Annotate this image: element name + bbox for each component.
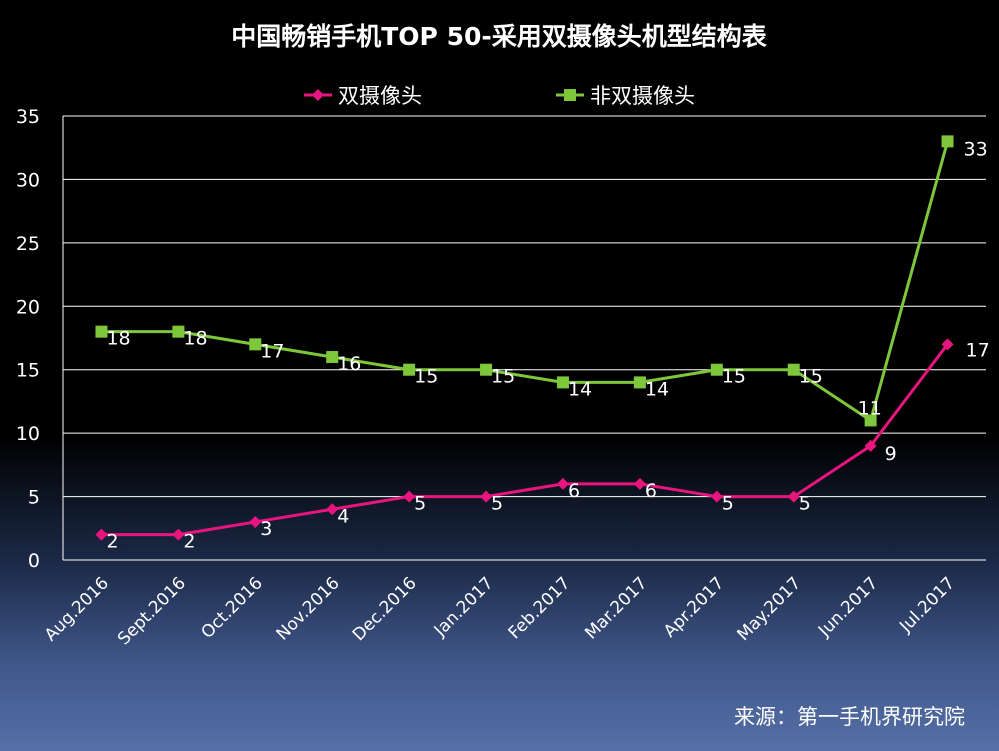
source-note: 来源：第一手机界研究院 bbox=[734, 705, 965, 729]
data-point bbox=[710, 490, 723, 503]
data-label: 15 bbox=[722, 366, 746, 388]
y-tick-label: 15 bbox=[16, 360, 40, 382]
data-label: 14 bbox=[645, 378, 669, 400]
data-point bbox=[480, 490, 493, 503]
data-point bbox=[95, 528, 108, 541]
data-label: 15 bbox=[491, 366, 515, 388]
data-label: 18 bbox=[183, 328, 207, 350]
chart-title: 中国畅销手机TOP 50-采用双摄像头机型结构表 bbox=[231, 22, 767, 51]
data-point bbox=[941, 135, 954, 148]
y-tick-label: 30 bbox=[16, 169, 40, 191]
data-point bbox=[941, 338, 954, 351]
data-point bbox=[864, 439, 877, 452]
x-tick-label: May.2017 bbox=[734, 573, 806, 645]
data-label: 6 bbox=[568, 480, 580, 502]
data-point bbox=[172, 528, 185, 541]
data-point bbox=[710, 363, 723, 376]
data-point bbox=[403, 490, 416, 503]
y-tick-label: 10 bbox=[16, 423, 40, 445]
x-tick-label: Aug.2016 bbox=[41, 573, 113, 645]
x-tick-label: Jul.2017 bbox=[895, 573, 959, 637]
data-point bbox=[95, 325, 108, 338]
x-tick-label: Dec.2016 bbox=[349, 573, 421, 645]
data-point bbox=[787, 363, 800, 376]
data-label: 6 bbox=[645, 480, 657, 502]
data-point bbox=[633, 376, 646, 389]
series-line bbox=[101, 343, 949, 537]
data-label: 5 bbox=[799, 493, 811, 515]
data-label: 5 bbox=[414, 493, 426, 515]
data-point bbox=[326, 503, 339, 516]
y-tick-label: 5 bbox=[28, 487, 40, 509]
legend-marker bbox=[564, 89, 576, 101]
data-label: 2 bbox=[183, 531, 195, 553]
data-point bbox=[326, 351, 339, 364]
data-label: 4 bbox=[337, 505, 349, 527]
data-label: 5 bbox=[722, 493, 734, 515]
legend-label: 双摄像头 bbox=[338, 84, 422, 108]
y-tick-label: 35 bbox=[16, 106, 40, 128]
x-tick-label: Nov.2016 bbox=[273, 573, 344, 644]
data-label: 17 bbox=[260, 340, 284, 362]
data-label: 14 bbox=[568, 378, 592, 400]
data-label: 15 bbox=[414, 366, 438, 388]
data-point bbox=[249, 515, 262, 528]
data-label: 16 bbox=[337, 353, 361, 375]
series-line bbox=[101, 140, 949, 422]
data-point bbox=[556, 376, 569, 389]
data-point bbox=[403, 363, 416, 376]
data-label: 2 bbox=[106, 531, 118, 553]
legend-label: 非双摄像头 bbox=[590, 84, 695, 108]
data-label: 18 bbox=[106, 328, 130, 350]
data-label: 11 bbox=[858, 397, 882, 419]
data-label: 5 bbox=[491, 493, 503, 515]
data-label: 9 bbox=[885, 443, 897, 465]
x-tick-label: Feb.2017 bbox=[505, 573, 575, 643]
data-label: 17 bbox=[966, 339, 990, 361]
y-tick-label: 0 bbox=[28, 550, 40, 572]
x-tick-label: Sept.2016 bbox=[114, 573, 190, 649]
x-tick-label: Oct.2016 bbox=[197, 573, 266, 642]
y-tick-label: 25 bbox=[16, 233, 40, 255]
data-point bbox=[172, 325, 185, 338]
data-point bbox=[787, 490, 800, 503]
x-tick-label: Jun.2017 bbox=[814, 573, 882, 641]
data-label: 15 bbox=[799, 366, 823, 388]
data-point bbox=[633, 477, 646, 490]
data-label: 3 bbox=[260, 518, 272, 540]
data-point bbox=[249, 338, 262, 351]
data-point bbox=[556, 477, 569, 490]
y-tick-label: 20 bbox=[16, 296, 40, 318]
x-tick-label: Jan.2017 bbox=[430, 573, 498, 641]
x-tick-label: Apr.2017 bbox=[660, 573, 728, 641]
legend-marker bbox=[312, 89, 324, 101]
data-label: 33 bbox=[964, 138, 988, 160]
data-point bbox=[480, 363, 493, 376]
data-point bbox=[864, 414, 877, 427]
x-tick-label: Mar.2017 bbox=[581, 573, 651, 643]
